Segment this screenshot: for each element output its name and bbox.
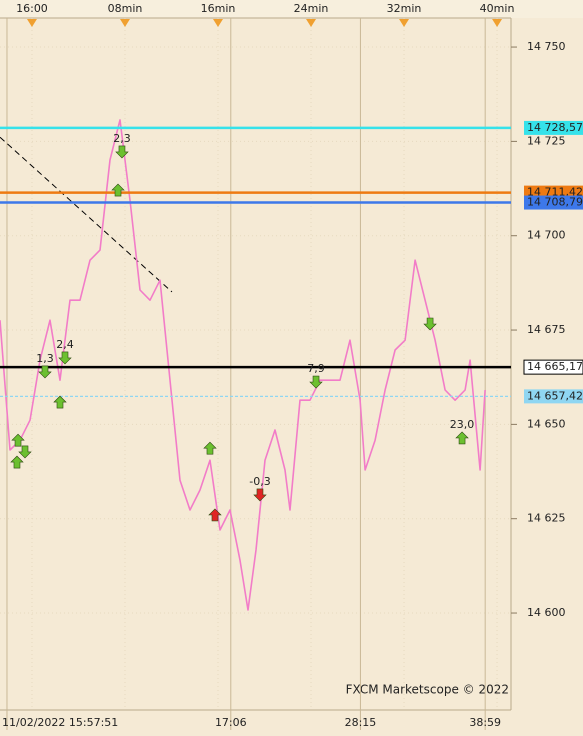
x2-tick-label: 11/02/2022 15:57:51	[2, 716, 118, 729]
x-tick-marker	[119, 19, 130, 27]
signal-arrow	[10, 455, 24, 469]
level-label: 14 708,79	[527, 196, 583, 209]
x-tick-marker	[26, 19, 37, 27]
x2-tick-label: 38:59	[469, 716, 501, 729]
x-tick-marker	[492, 19, 503, 27]
x-tick-label: 08min	[108, 2, 143, 15]
level-label-box	[524, 195, 583, 210]
signal-arrow	[38, 365, 52, 379]
x-tick-label: 24min	[294, 2, 329, 15]
signal-arrow	[115, 145, 129, 159]
signal-label: -0,3	[249, 475, 270, 488]
signal-arrow	[203, 441, 217, 455]
signal-arrow	[18, 445, 32, 459]
level-label: 14 657,42	[527, 389, 583, 402]
y-tick-label: 14 675	[527, 323, 566, 336]
x2-tick-label: 17:06	[215, 716, 247, 729]
trendline	[0, 136, 173, 293]
x-tick-label: 32min	[387, 2, 422, 15]
signal-arrow	[309, 375, 323, 389]
level-label-box	[524, 120, 583, 135]
signal-label: 1,3	[36, 352, 54, 365]
signal-arrow	[253, 488, 267, 502]
signal-label: 2,3	[113, 132, 131, 145]
x-tick-marker	[213, 19, 224, 27]
y-tick-label: 14 600	[527, 606, 566, 619]
level-label: 14 728,57	[527, 121, 583, 134]
level-label-box	[524, 389, 583, 404]
x2-tick-label: 28:15	[345, 716, 377, 729]
signal-arrow	[455, 431, 469, 445]
y-tick-label: 14 625	[527, 512, 566, 525]
signal-arrow	[53, 395, 67, 409]
signal-label: 7,9	[307, 362, 325, 375]
signal-arrow	[208, 508, 222, 522]
level-label: 14 665,17	[527, 360, 583, 373]
y-tick-label: 14 725	[527, 134, 566, 147]
signal-label: 23,0	[450, 418, 475, 431]
level-label: 14 711,42	[527, 186, 583, 199]
signal-arrow	[111, 183, 125, 197]
x-tick-marker	[399, 19, 410, 27]
watermark: FXCM Marketscope © 2022	[346, 683, 509, 697]
signal-arrow	[423, 317, 437, 331]
signal-arrow	[58, 351, 72, 365]
top-axis-band	[0, 0, 583, 18]
signal-arrow	[11, 433, 25, 447]
x-tick-marker	[306, 19, 317, 27]
x-tick-label: 40min	[480, 2, 515, 15]
y-tick-label: 14 650	[527, 417, 566, 430]
y-tick-label: 14 750	[527, 40, 566, 53]
signal-label: 2,4	[56, 338, 74, 351]
y-tick-label: 14 700	[527, 229, 566, 242]
x-tick-label: 16min	[201, 2, 236, 15]
level-label-box	[523, 359, 583, 375]
x-tick-label: 16:00	[16, 2, 48, 15]
price-line	[0, 119, 486, 611]
